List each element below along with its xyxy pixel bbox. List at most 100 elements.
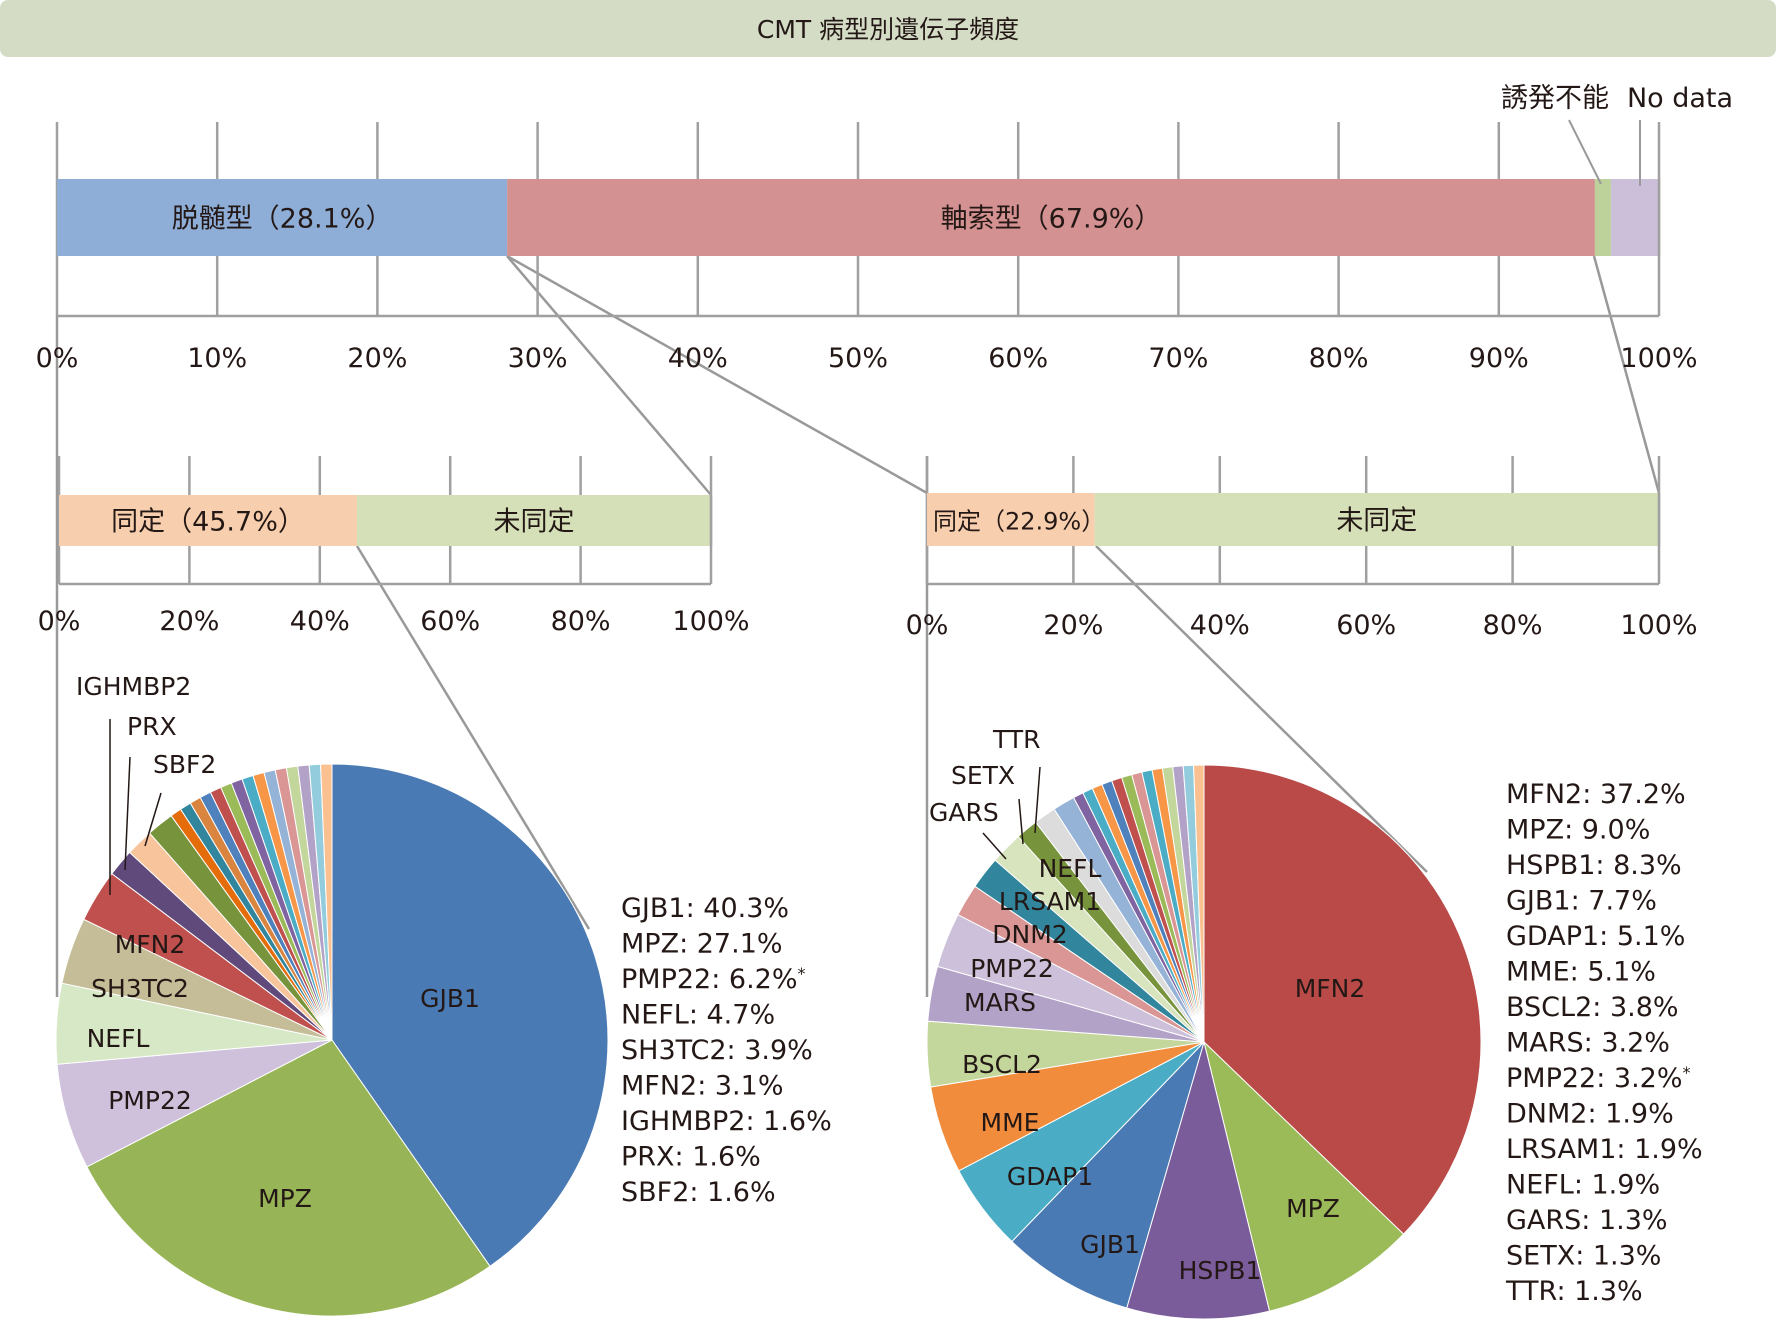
- connector-line: [1095, 545, 1428, 873]
- tick-label: 100%: [1620, 343, 1697, 374]
- tick-label: 0%: [36, 343, 79, 374]
- tick-label: 0%: [906, 610, 949, 641]
- tick-label: 0%: [38, 606, 81, 637]
- pie-legend-1: GJB1: 40.3% MPZ: 27.1% PMP22: 6.2%* NEFL: 4…: [621, 893, 832, 1208]
- segment-label: 未同定: [1336, 506, 1417, 537]
- legend-entry: HSPB1: 8.3%: [1506, 850, 1682, 881]
- pie-slice-mpz: [86, 1039, 491, 1317]
- tick-label: 80%: [1483, 610, 1543, 641]
- legend-entry: GARS: 1.3%: [1506, 1205, 1668, 1236]
- legend-entry: MME: 5.1%: [1506, 957, 1656, 988]
- pie-slice-gjb1: [331, 763, 609, 1268]
- legend-entry: PMP22: 3.2%*: [1506, 1063, 1691, 1094]
- slice-label: NEFL: [87, 1024, 150, 1053]
- pie-legend-2: MFN2: 37.2% MPZ: 9.0% HSPB1: 8.3% GJB1: 7.7…: [1505, 779, 1703, 1307]
- legend-entry: SH3TC2: 3.9%: [621, 1035, 813, 1066]
- slice-label: PMP22: [108, 1086, 192, 1115]
- connector-line: [506, 255, 712, 496]
- pie-chart-1: GJB1 MPZ PMP22 NEFL SH3TC2 MFN2 IGHMBP2 PRX SBF2: [55, 672, 609, 1317]
- tick-label: 30%: [508, 343, 568, 374]
- legend-entry: LRSAM1: 1.9%: [1506, 1134, 1703, 1165]
- slice-label: SH3TC2: [91, 974, 189, 1003]
- pie-charts: GJB1 MPZ PMP22 NEFL SH3TC2 MFN2 IGHMBP2 PRX SBF2…: [55, 672, 1482, 1320]
- legend-entry: SETX: 1.3%: [1506, 1241, 1661, 1272]
- slice-label: PMP22: [970, 954, 1054, 983]
- legend-entry: GDAP1: 5.1%: [1506, 921, 1685, 952]
- slice-label: MFN2: [1295, 974, 1366, 1003]
- legend-entry: MPZ: 27.1%: [621, 929, 783, 960]
- legend-entry: BSCL2: 3.8%: [1506, 992, 1679, 1023]
- title-bar: [0, 0, 1776, 57]
- segment-label: 軸索型（67.9%）: [941, 204, 1162, 235]
- stacked-bar-chart-2: 0% 20% 40% 60% 80% 100% 同定（45.7%） 未同定: [38, 456, 750, 637]
- bar-charts: 0% 10% 20% 30% 40% 50% 60% 70% 80% 90% 100% 脱髄型（28.…: [36, 83, 1733, 641]
- tick-label: 80%: [1309, 343, 1369, 374]
- slice-label: GARS: [929, 798, 999, 827]
- slice-label: MPZ: [1286, 1194, 1340, 1223]
- chart-title: CMT 病型別遺伝子頻度: [757, 15, 1019, 44]
- legend-entry: PMP22: 6.2%*: [621, 964, 806, 995]
- tick-label: 20%: [347, 343, 407, 374]
- legend-entry: MFN2: 37.2%: [1506, 779, 1686, 810]
- bar-segment: [59, 495, 357, 546]
- tick-label: 90%: [1469, 343, 1529, 374]
- tick-label: 100%: [672, 606, 749, 637]
- leader-line: [1568, 119, 1602, 185]
- bar-segment: [1094, 493, 1659, 546]
- pie-slice-mfn2: [1203, 764, 1482, 1235]
- pie-slice-mpz: [1203, 1040, 1405, 1312]
- legend-entry: GJB1: 7.7%: [1506, 886, 1657, 917]
- slice-label: GJB1: [1080, 1230, 1140, 1259]
- pie-legends: GJB1: 40.3% MPZ: 27.1% PMP22: 6.2%* NEFL: 4…: [621, 779, 1703, 1307]
- segment-label: 同定（22.9%）: [933, 508, 1105, 536]
- legend-entry: NEFL: 4.7%: [621, 1000, 775, 1031]
- slice-label: PRX: [127, 712, 177, 741]
- tick-label: 100%: [1620, 610, 1697, 641]
- note-mark: *: [798, 964, 806, 983]
- slice-label: GDAP1: [1007, 1162, 1093, 1191]
- tick-label: 60%: [1336, 610, 1396, 641]
- legend-entry: DNM2: 1.9%: [1506, 1099, 1674, 1130]
- segment-label: 同定（45.7%）: [111, 507, 305, 538]
- tick-label: 10%: [187, 343, 247, 374]
- legend-entry: GJB1: 40.3%: [621, 893, 789, 924]
- pie-slice: [1193, 764, 1205, 1043]
- legend-entry: IGHMBP2: 1.6%: [621, 1106, 832, 1137]
- legend-entry: MPZ: 9.0%: [1506, 815, 1650, 846]
- tick-label: 70%: [1148, 343, 1208, 374]
- segment-label: 脱髄型（28.1%）: [172, 204, 393, 235]
- tick-label: 40%: [668, 343, 728, 374]
- slice-label: DNM2: [992, 920, 1067, 949]
- pie-slice-hspb1: [1126, 1040, 1271, 1320]
- pie-slice-gjb1: [1011, 1041, 1205, 1309]
- leader-line: [982, 832, 1007, 860]
- slice-label: SETX: [951, 761, 1015, 790]
- legend-entry: PRX: 1.6%: [621, 1142, 761, 1173]
- note-mark: *: [1683, 1063, 1691, 1082]
- segment-label: 誘発不能: [1501, 83, 1609, 114]
- slice-label: MPZ: [258, 1184, 312, 1213]
- stacked-bar-chart-3: 0% 20% 40% 60% 80% 100% 同定（22.9%） 未同定: [906, 456, 1698, 641]
- connector-line: [355, 545, 591, 930]
- segment-label: No data: [1627, 83, 1733, 114]
- legend-entry: SBF2: 1.6%: [621, 1177, 776, 1208]
- pie-slice: [320, 763, 333, 1041]
- tick-label: 60%: [420, 606, 480, 637]
- bar-segment: [927, 493, 1095, 546]
- bar-segment: [1610, 179, 1659, 256]
- legend-entry: NEFL: 1.9%: [1506, 1170, 1660, 1201]
- legend-entry: TTR: 1.3%: [1505, 1276, 1643, 1307]
- slice-label: MARS: [964, 988, 1036, 1017]
- connector-line: [1592, 255, 1661, 494]
- bar-segment: [57, 179, 508, 256]
- slice-label: LRSAM1: [999, 887, 1101, 916]
- bar-segment: [356, 495, 711, 546]
- slice-label: SBF2: [153, 750, 216, 779]
- slice-label: GJB1: [420, 984, 480, 1013]
- tick-label: 50%: [828, 343, 888, 374]
- segment-label: 未同定: [493, 507, 574, 538]
- connector-lines: [55, 254, 1661, 997]
- tick-label: 20%: [159, 606, 219, 637]
- tick-label: 20%: [1043, 610, 1103, 641]
